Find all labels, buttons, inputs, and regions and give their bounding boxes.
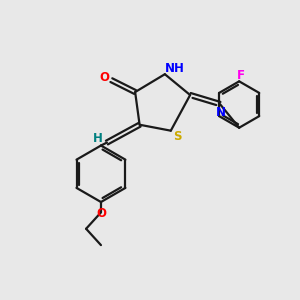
Text: F: F bbox=[237, 69, 245, 82]
Text: N: N bbox=[216, 106, 226, 119]
Text: O: O bbox=[100, 71, 110, 84]
Text: O: O bbox=[97, 206, 106, 220]
Text: NH: NH bbox=[165, 62, 185, 75]
Text: H: H bbox=[92, 132, 102, 145]
Text: S: S bbox=[173, 130, 182, 142]
